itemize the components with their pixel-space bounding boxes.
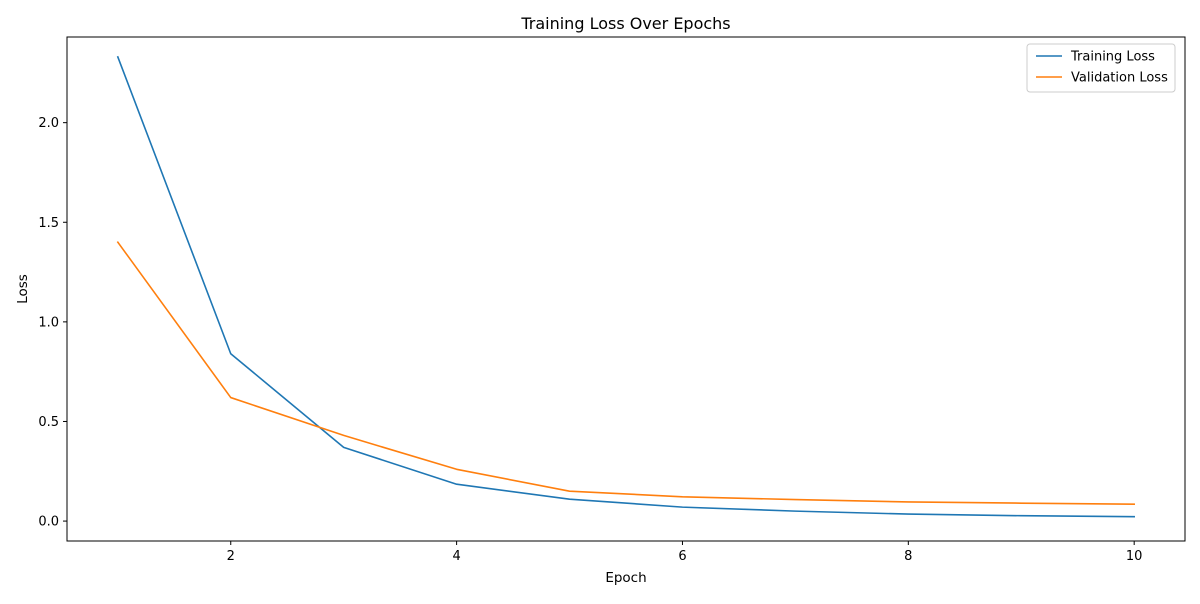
series-line-validation-loss — [116, 241, 1135, 505]
legend: Training Loss Validation Loss — [1026, 43, 1176, 93]
x-tick-label: 4 — [452, 549, 460, 564]
series-lines — [116, 55, 1135, 518]
series-line-training-loss — [116, 55, 1135, 518]
y-axis-label: Loss — [15, 274, 31, 304]
y-axis-ticks: 0.0 0.5 1.0 1.5 2.0 — [38, 116, 67, 530]
y-tick-label: 0.5 — [38, 415, 59, 430]
legend-label-validation-loss: Validation Loss — [1071, 71, 1168, 86]
chart-title: Training Loss Over Epochs — [520, 14, 730, 33]
x-axis-label: Epoch — [605, 570, 646, 586]
y-tick-label: 2.0 — [38, 116, 59, 131]
x-tick-label: 10 — [1126, 549, 1143, 564]
legend-label-training-loss: Training Loss — [1070, 50, 1155, 65]
x-axis-ticks: 2 4 6 8 10 — [227, 541, 1143, 564]
y-tick-label: 0.0 — [38, 515, 59, 530]
legend-box — [1026, 43, 1176, 93]
plot-frame — [66, 36, 1186, 542]
x-tick-label: 6 — [678, 549, 686, 564]
x-tick-label: 8 — [904, 549, 912, 564]
y-tick-label: 1.5 — [38, 216, 59, 231]
x-tick-label: 2 — [227, 549, 235, 564]
y-tick-label: 1.0 — [38, 315, 59, 330]
